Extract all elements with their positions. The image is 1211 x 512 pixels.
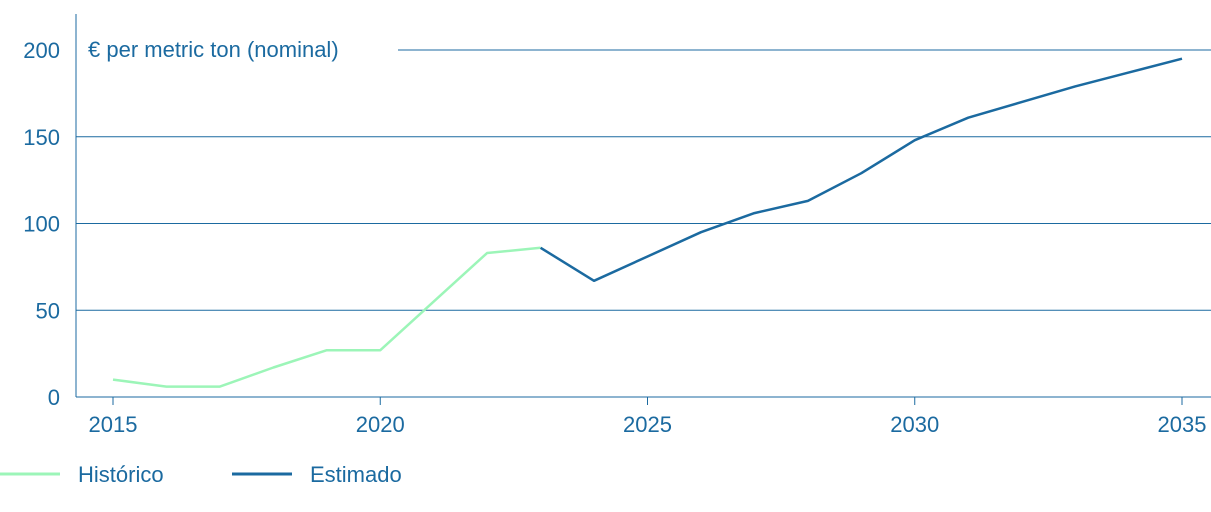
grid-layer [76,49,1211,311]
x-tick-label-2015: 2015 [89,412,138,437]
unit-label: € per metric ton (nominal) [88,37,339,62]
axis-layer [75,14,1211,405]
y-tick-label-150: 150 [23,125,60,150]
series-layer [112,57,1183,388]
x-tick-label-2030: 2030 [890,412,939,437]
y-tick-label-50: 50 [36,298,60,323]
series-line-historico [112,246,541,388]
legend-label-estimado: Estimado [310,462,402,487]
legend: Histórico Estimado [0,462,402,487]
label-layer: 2015 2020 2025 2030 2035 0 50 100 150 200 € per me… [23,37,1206,437]
x-tick-label-2025: 2025 [623,412,672,437]
x-tick-label-2035: 2035 [1158,412,1207,437]
series-line-estimado [539,57,1183,283]
y-tick-label-0: 0 [48,385,60,410]
x-tick-label-2020: 2020 [356,412,405,437]
legend-label-historico: Histórico [78,462,164,487]
y-tick-label-200: 200 [23,38,60,63]
y-tick-label-100: 100 [23,212,60,237]
